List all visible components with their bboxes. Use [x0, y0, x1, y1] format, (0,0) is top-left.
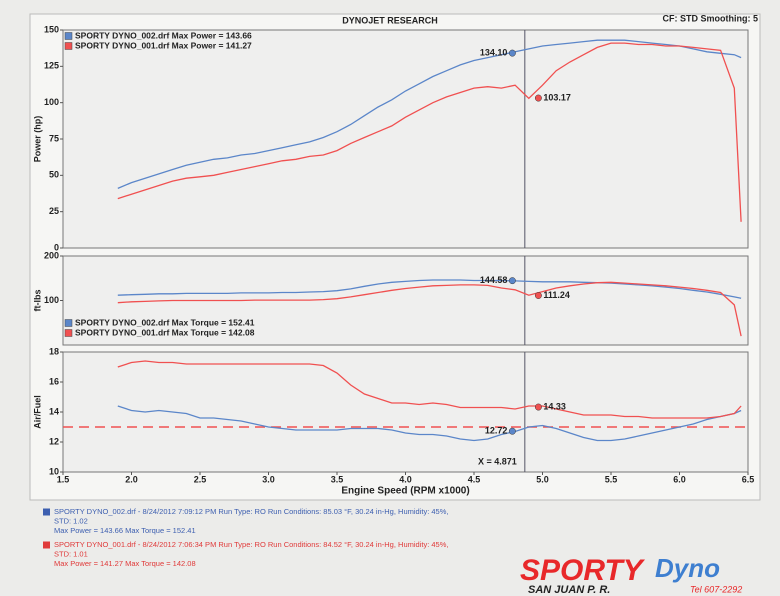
- x-tick-label: 6.5: [742, 474, 755, 484]
- x-tick-label: 6.0: [673, 474, 686, 484]
- run-info-line: STD: 1.02: [54, 516, 88, 525]
- value-marker: [508, 427, 516, 435]
- cursor-label: X = 4.871: [478, 456, 517, 466]
- series-line: [117, 42, 742, 222]
- run-swatch: [43, 508, 50, 516]
- x-tick-label: 1.5: [57, 474, 70, 484]
- x-tick-label: 5.5: [605, 474, 618, 484]
- legend-label: SPORTY DYNO_001.drf Max Power = 141.27: [75, 40, 252, 50]
- y-tick-label: 125: [44, 61, 59, 71]
- x-tick-label: 3.5: [331, 474, 344, 484]
- y-tick-label: 0: [54, 242, 59, 252]
- y-tick-label: 150: [44, 24, 59, 34]
- value-marker: [508, 277, 516, 285]
- value-label: 144.58: [480, 275, 508, 285]
- y-tick-label: 50: [49, 170, 59, 180]
- y-axis-label: Power (hp): [32, 116, 42, 163]
- value-label: 134.10: [480, 47, 508, 57]
- x-tick-label: 3.0: [262, 474, 275, 484]
- logo-brand: SPORTY: [520, 554, 646, 587]
- x-tick-label: 2.5: [194, 474, 207, 484]
- series-line: [117, 39, 742, 189]
- logo: SPORTY Dyno SAN JUAN P. R. Tel 607-2292: [520, 553, 742, 596]
- logo-brand2: Dyno: [655, 553, 720, 583]
- y-tick-label: 200: [44, 250, 59, 260]
- value-marker: [508, 49, 516, 57]
- run-info-line: SPORTY DYNO_001.drf - 8/24/2012 7:06:34 …: [54, 540, 448, 549]
- run-info-line: STD: 1.01: [54, 549, 88, 558]
- logo-place: SAN JUAN P. R.: [528, 584, 610, 596]
- legend-swatch: [64, 319, 73, 327]
- run-info-line: Max Power = 141.27 Max Torque = 142.08: [54, 559, 196, 568]
- legend-label: SPORTY DYNO_001.drf Max Torque = 142.08: [75, 327, 255, 337]
- y-tick-label: 12: [49, 436, 59, 446]
- plot-area: [62, 351, 749, 473]
- y-tick-label: 16: [49, 376, 59, 386]
- y-tick-label: 75: [49, 133, 59, 143]
- x-tick-label: 4.5: [468, 474, 481, 484]
- value-marker: [534, 403, 542, 411]
- run-info-line: SPORTY DYNO_002.drf - 8/24/2012 7:09:12 …: [54, 507, 448, 516]
- y-tick-label: 14: [49, 406, 59, 416]
- y-tick-label: 10: [49, 466, 59, 476]
- legend-label: SPORTY DYNO_002.drf Max Torque = 152.41: [75, 317, 255, 327]
- legend-swatch: [64, 42, 73, 50]
- run-swatch: [43, 541, 50, 549]
- y-tick-label: 25: [49, 206, 59, 216]
- legend-label: SPORTY DYNO_002.drf Max Power = 143.66: [75, 30, 252, 40]
- legend-swatch: [64, 329, 73, 337]
- value-marker: [534, 94, 542, 102]
- run-info: SPORTY DYNO_002.drf - 8/24/2012 7:09:12 …: [43, 507, 448, 568]
- value-label: 103.17: [543, 92, 571, 102]
- y-axis-label: Air/Fuel: [32, 395, 42, 429]
- logo-phone: Tel 607-2292: [690, 584, 742, 594]
- chart-title: DYNOJET RESEARCH: [342, 15, 438, 25]
- y-tick-label: 100: [44, 295, 59, 305]
- series-line: [117, 405, 742, 442]
- chart-subtitle: CF: STD Smoothing: 5: [663, 13, 759, 23]
- series-line: [117, 281, 742, 337]
- run-info-line: Max Power = 143.66 Max Torque = 152.41: [54, 526, 196, 535]
- x-tick-label: 4.0: [399, 474, 412, 484]
- value-label: 12.72: [485, 426, 508, 436]
- x-tick-label: 5.0: [536, 474, 549, 484]
- y-tick-label: 18: [49, 346, 59, 356]
- value-label: 111.24: [543, 290, 570, 300]
- plot-area: [62, 29, 749, 249]
- value-label: 14.33: [543, 401, 566, 411]
- x-axis-label: Engine Speed (RPM x1000): [341, 486, 469, 497]
- series-line: [117, 360, 742, 419]
- series-line: [117, 279, 742, 299]
- value-marker: [534, 292, 542, 299]
- y-axis-label: ft-lbs: [32, 290, 42, 312]
- legend-swatch: [64, 32, 73, 40]
- x-tick-label: 2.0: [125, 474, 138, 484]
- y-tick-label: 100: [44, 97, 59, 107]
